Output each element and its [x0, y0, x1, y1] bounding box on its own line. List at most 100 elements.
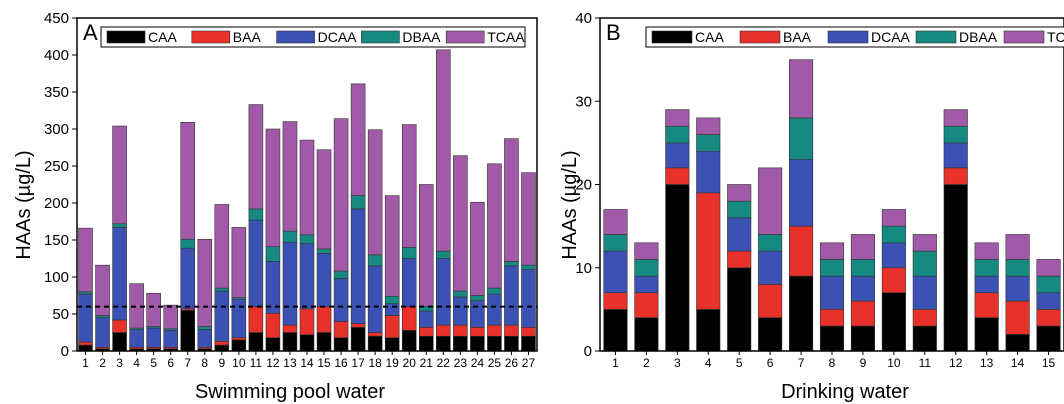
x-tick-label: 1 [612, 356, 619, 370]
bar-dcaa-4 [696, 150, 721, 194]
bar-dcaa-13 [974, 275, 999, 294]
bar-caa-3 [112, 332, 127, 352]
bar-caa-8 [819, 325, 845, 352]
y-axis-label-b: HAAs (µg/L) [559, 150, 581, 259]
x-tick-label: 19 [386, 356, 400, 370]
x-tick-label: 14 [1011, 356, 1025, 370]
bar-tcaa-23 [453, 155, 468, 292]
bar-caa-25 [487, 335, 502, 352]
bar-baa-26 [504, 324, 519, 337]
bar-dcaa-14 [299, 243, 315, 310]
y-tick-label: 150 [44, 232, 69, 249]
legend-label-tcaa: TCAA [487, 29, 525, 45]
legend-label-dbaa: DBAA [959, 29, 998, 45]
bar-caa-20 [401, 329, 417, 352]
chart-panel-b: HAAs (µg/L) Drinking water 1 2 3 4 5 6 7 8 9 10 11… [559, 10, 1064, 403]
bar-dcaa-14 [1005, 275, 1030, 302]
bar-dcaa-21 [418, 310, 434, 328]
plot-frame [76, 17, 538, 352]
y-tick-label: 300 [44, 121, 69, 138]
bar-tcaa-6 [758, 167, 783, 235]
x-tick-label: 10 [232, 356, 246, 370]
bar-tcaa-2 [95, 264, 110, 316]
bar-dcaa-18 [367, 265, 383, 333]
legend-swatch-dbaa [361, 30, 400, 44]
y-tick-label: 50 [52, 306, 69, 323]
bar-baa-13 [282, 324, 298, 333]
bar-dbaa-20 [401, 247, 417, 259]
bar-dbaa-6 [758, 234, 783, 252]
bar-dcaa-11 [248, 219, 264, 307]
bar-dcaa-15 [316, 253, 332, 307]
x-tick-label: 3 [674, 356, 681, 370]
x-tick-label: 14 [300, 356, 314, 370]
panel-label: A [83, 20, 98, 45]
bar-dbaa-3 [665, 125, 690, 144]
bar-dcaa-9 [850, 275, 875, 302]
bar-baa-13 [974, 292, 999, 319]
bar-baa-14 [1005, 300, 1030, 335]
bar-dbaa-8 [197, 326, 213, 330]
bar-dcaa-10 [231, 298, 247, 338]
bar-tcaa-22 [436, 49, 451, 252]
bar-tcaa-24 [470, 201, 485, 296]
bar-tcaa-21 [418, 184, 434, 307]
x-tick-label: 23 [454, 356, 468, 370]
bar-dcaa-7 [180, 247, 196, 310]
bar-baa-20 [401, 306, 417, 331]
bar-baa-6 [758, 284, 783, 318]
x-tick-label: 3 [116, 356, 123, 370]
x-tick-label: 8 [829, 356, 836, 370]
bar-dcaa-13 [282, 241, 298, 326]
legend-swatch-dcaa [276, 30, 315, 44]
x-tick-label: 12 [949, 356, 963, 370]
bar-caa-23 [453, 335, 468, 352]
bar-dcaa-4 [129, 329, 144, 348]
y-tick-label: 20 [575, 177, 592, 194]
bar-caa-1 [603, 309, 628, 352]
bar-baa-21 [418, 327, 434, 337]
bar-baa-12 [943, 167, 968, 185]
bar-tcaa-2 [634, 242, 659, 260]
bar-dcaa-9 [214, 290, 230, 342]
bar-caa-13 [282, 332, 298, 352]
bar-dbaa-10 [881, 225, 906, 244]
bars-group [603, 59, 1061, 352]
bar-tcaa-9 [850, 234, 875, 260]
bar-tcaa-19 [384, 195, 400, 297]
bar-dbaa-14 [299, 234, 315, 245]
bar-caa-18 [367, 335, 383, 352]
bar-baa-3 [665, 167, 690, 185]
y-tick-label: 450 [44, 10, 69, 27]
x-tick-label: 10 [887, 356, 901, 370]
bar-tcaa-14 [299, 139, 315, 236]
bar-baa-10 [231, 337, 247, 341]
bar-tcaa-4 [696, 117, 721, 135]
x-tick-label: 4 [133, 356, 140, 370]
bar-tcaa-5 [146, 292, 161, 327]
bar-baa-9 [850, 300, 875, 327]
bar-caa-7 [789, 275, 814, 352]
bar-baa-16 [333, 321, 349, 338]
x-tick-label: 15 [1042, 356, 1056, 370]
bar-dcaa-10 [881, 242, 906, 269]
bar-dcaa-5 [727, 217, 752, 252]
legend-label-dbaa: DBAA [402, 29, 441, 45]
bar-baa-15 [316, 306, 332, 333]
bar-dcaa-26 [504, 265, 519, 326]
bar-caa-21 [418, 335, 434, 352]
legend-swatch-tcaa [445, 30, 485, 44]
legend: CAA BAA DCAA DBAA TCAA [100, 26, 526, 48]
x-tick-label: 1 [82, 356, 89, 370]
bar-tcaa-8 [819, 242, 845, 260]
bar-caa-7 [180, 309, 196, 352]
bar-dbaa-11 [912, 250, 937, 277]
bar-dcaa-16 [333, 278, 349, 322]
bar-tcaa-25 [487, 163, 502, 289]
y-tick-label: 0 [61, 343, 69, 360]
bar-baa-14 [299, 308, 315, 336]
x-tick-label: 27 [522, 356, 536, 370]
bar-tcaa-14 [1005, 234, 1030, 260]
x-tick-label: 7 [798, 356, 805, 370]
